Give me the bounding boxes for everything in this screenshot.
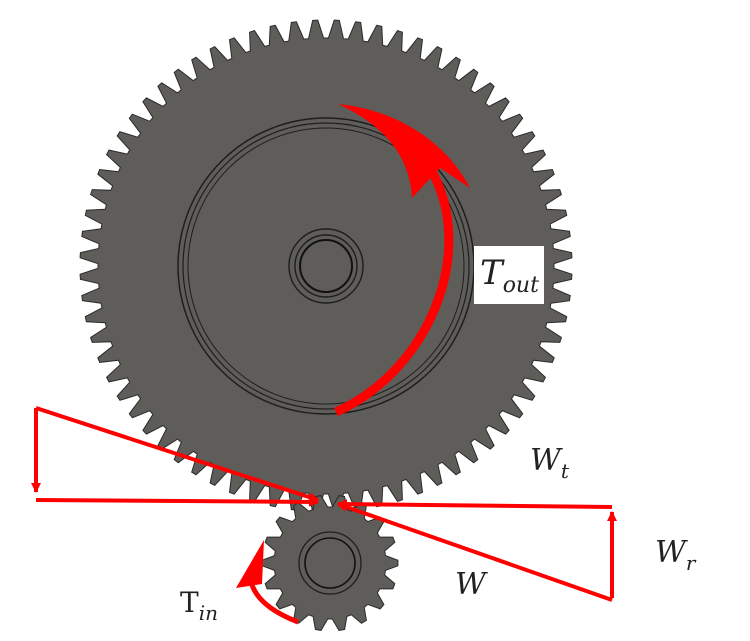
t-in-label: Tin [180, 586, 218, 625]
wt-label-main: W [530, 443, 563, 478]
small-gear-teeth [261, 495, 399, 631]
large-gear-recess-inner [187, 127, 465, 405]
wt-left-horizontal-arrow [35, 496, 319, 507]
large-gear-recess-mid [182, 122, 470, 410]
wr-label-main: W [655, 535, 688, 570]
wt-label: Wt [530, 443, 570, 483]
wt-right-horizontal-arrow [337, 499, 613, 510]
wr-label: Wr [655, 535, 697, 575]
t-out-arrow-head [338, 104, 470, 198]
t-out-label-sub: out [503, 273, 539, 298]
wt-label-sub: t [561, 459, 570, 483]
large-gear-hub-ring-2 [294, 234, 358, 298]
w-left-resultant-arrow [35, 406, 319, 502]
large-gear-teeth [79, 19, 573, 513]
small-gear [261, 495, 399, 631]
t-out-label-main: T [480, 253, 505, 293]
wr-label-sub: r [686, 551, 697, 575]
small-gear-hub-ring [298, 531, 362, 595]
t-out-arrow-shaft [334, 165, 454, 417]
w-label-main: W [455, 567, 488, 602]
force-arrows [31, 406, 617, 602]
large-gear [79, 19, 573, 513]
t-out-label-box [474, 246, 544, 304]
w-right-resultant-arrow [337, 502, 613, 602]
t-in-label-main: T [180, 586, 199, 619]
t-out-label: Tout [480, 253, 539, 298]
large-gear-hub-ring [288, 228, 364, 304]
t-in-label-sub: in [199, 601, 218, 625]
small-gear-bore [304, 537, 356, 589]
t-in-arrow-head [236, 540, 264, 588]
large-gear-bore [299, 239, 353, 293]
w-label: W [455, 567, 488, 602]
t-in-arrow [236, 540, 299, 625]
t-out-arrow [334, 104, 470, 417]
